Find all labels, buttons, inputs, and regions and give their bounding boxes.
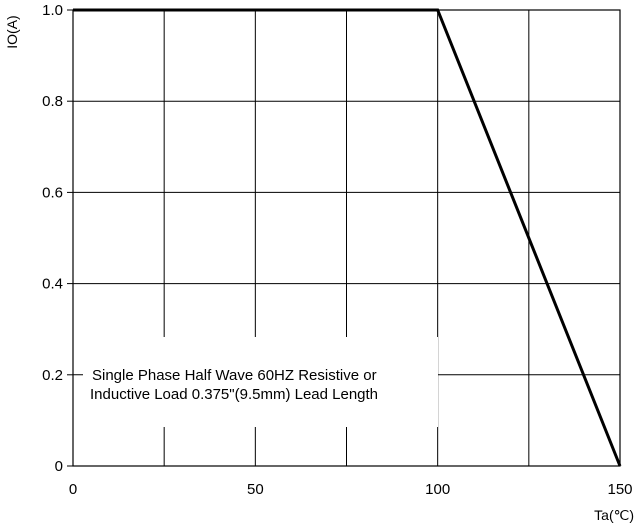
annotation-line-1: Single Phase Half Wave 60HZ Resistive or <box>92 367 377 384</box>
x-tick-label: 50 <box>247 481 264 498</box>
y-tick-label: 0.4 <box>42 276 63 293</box>
annotation-line-2: Inductive Load 0.375"(9.5mm) Lead Length <box>90 386 378 403</box>
y-tick-label: 0 <box>55 458 63 475</box>
x-tick-label: 150 <box>607 481 632 498</box>
y-tick-label: 1.0 <box>42 2 63 19</box>
x-tick-label: 0 <box>69 481 77 498</box>
y-tick-label: 0.8 <box>42 93 63 110</box>
x-axis-label: Ta(℃) <box>594 507 634 523</box>
y-tick-label: 0.2 <box>42 367 63 384</box>
plot-frame <box>72 9 621 467</box>
x-tick-label: 100 <box>425 481 450 498</box>
y-tick-label: 0.6 <box>42 184 63 201</box>
x-tick-labels: 0 50 100 150 <box>69 481 633 498</box>
annotation-background <box>83 337 438 427</box>
y-tick-labels: 0 0.2 0.4 0.6 0.8 1.0 <box>42 2 63 475</box>
y-axis-label: IO(A) <box>4 15 20 48</box>
